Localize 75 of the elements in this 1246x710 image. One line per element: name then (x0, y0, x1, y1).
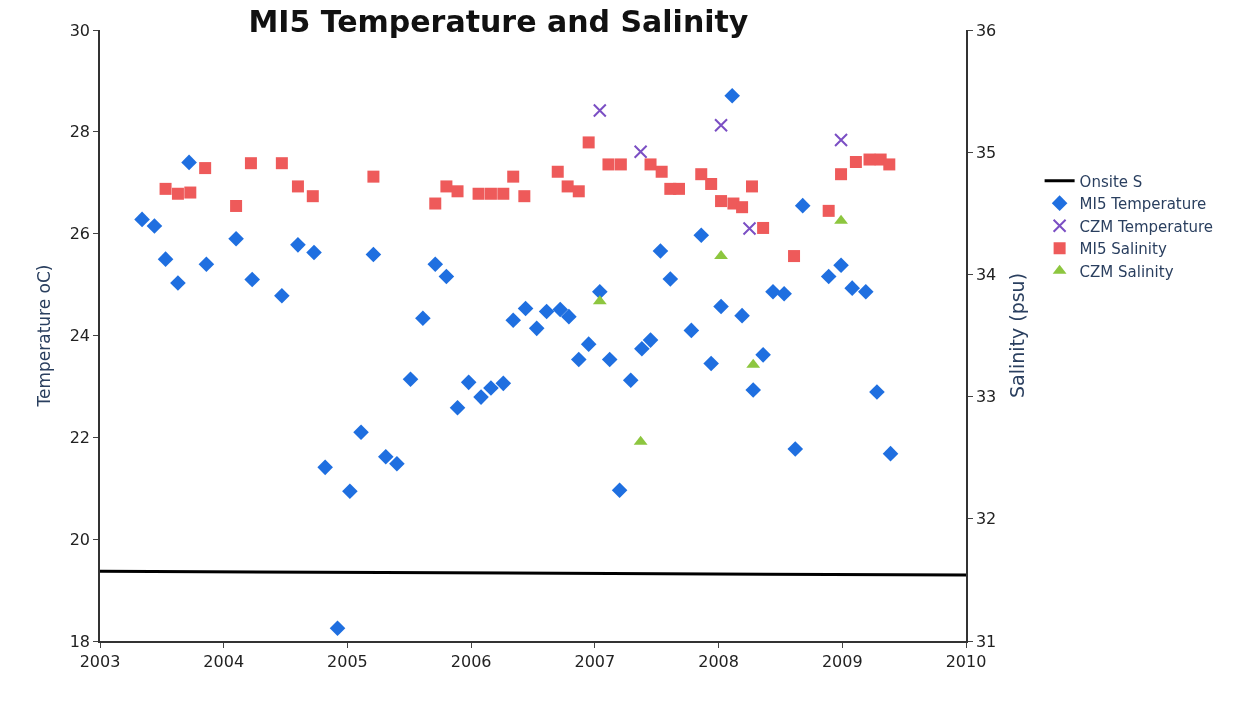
chart-title: MI5 Temperature and Salinity (248, 3, 749, 39)
point (655, 165, 668, 178)
legend-label: MI5 Temperature (1079, 195, 1207, 214)
point (582, 136, 595, 149)
point (695, 168, 708, 181)
y-tick-label: 28 (69, 122, 91, 142)
y2-tick-label: 35 (975, 142, 997, 162)
point (714, 118, 729, 133)
y-tick-label: 20 (69, 529, 91, 549)
point (159, 182, 172, 195)
point (551, 165, 564, 178)
point (244, 157, 257, 170)
point (834, 132, 849, 147)
y2-tick-label: 36 (975, 20, 997, 40)
y-tick-label: 18 (69, 631, 91, 651)
y2-tick-label: 34 (975, 265, 997, 284)
point (561, 180, 574, 193)
point (484, 187, 497, 200)
point (745, 180, 758, 193)
point (614, 158, 627, 171)
x-tick-label: 2008 (698, 651, 739, 671)
x-tick-label: 2007 (574, 651, 616, 671)
legend-label: MI5 Salinity (1079, 240, 1167, 259)
point (705, 177, 718, 190)
y-axis-title: Temperature oC) (33, 264, 54, 408)
y-tick-label: 30 (69, 20, 91, 40)
point (451, 185, 464, 198)
point (199, 162, 212, 175)
point (518, 190, 531, 203)
point (472, 187, 485, 200)
point (497, 187, 510, 200)
point (834, 214, 848, 224)
point (440, 180, 453, 193)
point (715, 195, 728, 208)
x-tick-label: 2009 (821, 651, 863, 671)
point (367, 170, 380, 183)
point (171, 187, 184, 200)
x-tick-label: 2004 (203, 651, 245, 671)
point (507, 170, 520, 183)
point (306, 190, 319, 203)
point (883, 158, 896, 171)
x-tick-label: 2010 (945, 651, 987, 671)
y-tick-label: 22 (69, 427, 91, 447)
point (736, 201, 749, 214)
point (863, 153, 876, 166)
y2-axis-title: Salinity (psu) (1005, 272, 1028, 399)
point (275, 157, 288, 170)
point (757, 221, 770, 234)
y2-tick-label: 32 (975, 509, 997, 529)
point (633, 144, 648, 159)
point (291, 180, 304, 193)
point (230, 199, 243, 212)
point (184, 186, 197, 199)
point (592, 103, 607, 118)
point (714, 250, 728, 260)
point (835, 168, 848, 181)
point (572, 185, 585, 198)
legend-label: CZM Temperature (1079, 217, 1214, 236)
point (849, 155, 862, 168)
x-tick-label: 2003 (79, 651, 121, 671)
point (788, 250, 801, 263)
point (672, 182, 685, 195)
y2-tick-label: 31 (975, 631, 997, 651)
x-tick-label: 2006 (450, 651, 492, 671)
point (742, 221, 757, 236)
y-tick-label: 26 (69, 224, 91, 244)
y-tick-label: 24 (69, 326, 91, 346)
y2-tick-label: 33 (975, 387, 997, 407)
point (602, 158, 615, 171)
legend-label: CZM Salinity (1079, 262, 1174, 281)
point (644, 158, 657, 171)
point (429, 197, 442, 210)
x-tick-label: 2005 (327, 651, 368, 671)
legend-label: Onsite S (1079, 172, 1143, 191)
point (822, 204, 835, 217)
